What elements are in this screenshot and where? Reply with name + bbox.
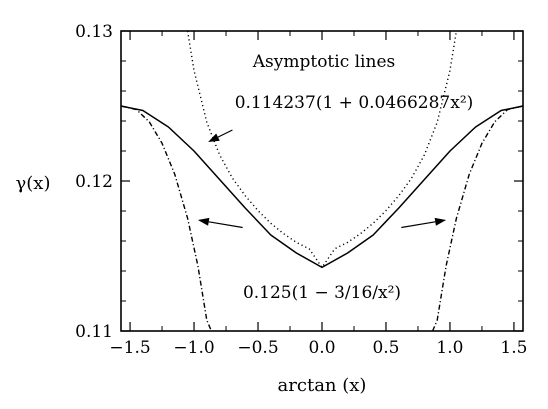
x-tick-label: 0.0 [308,338,335,358]
y-axis-label: γ(x) [16,173,51,194]
x-tick-label: 0.5 [372,338,399,358]
annotation-arrow-3 [401,217,447,229]
y-tick-label: 0.12 [75,172,113,192]
x-axis-label: arctan (x) [278,375,367,396]
y-tick-label: 0.11 [75,322,113,342]
x-tick-label: −1.5 [109,338,150,358]
annotation-lower-formula: 0.125(1 − 3/16/x²) [243,283,401,303]
x-tick-label: −0.5 [237,338,278,358]
x-tick-label: 1.0 [436,338,463,358]
annotation-upper-formula: 0.114237(1 + 0.0466287x²) [235,93,474,113]
annotation-arrow-2 [197,217,243,229]
y-tick-label: 0.13 [75,22,113,42]
series-line-4 [431,105,524,332]
series-line-2 [186,30,458,269]
x-tick-label: −1.0 [173,338,214,358]
series-line-1 [120,105,524,269]
annotation-arrow-1 [208,129,233,142]
annotation-title: Asymptotic lines [252,52,395,72]
x-tick-label: 1.5 [500,338,527,358]
series-line-3 [120,105,213,332]
tick-layer: −1.5 −1.0 −0.5 0.0 0.5 1.0 1.5 0.11 0.12 0.13 [75,22,527,358]
series-layer [120,30,524,332]
arrow-layer [197,129,447,229]
